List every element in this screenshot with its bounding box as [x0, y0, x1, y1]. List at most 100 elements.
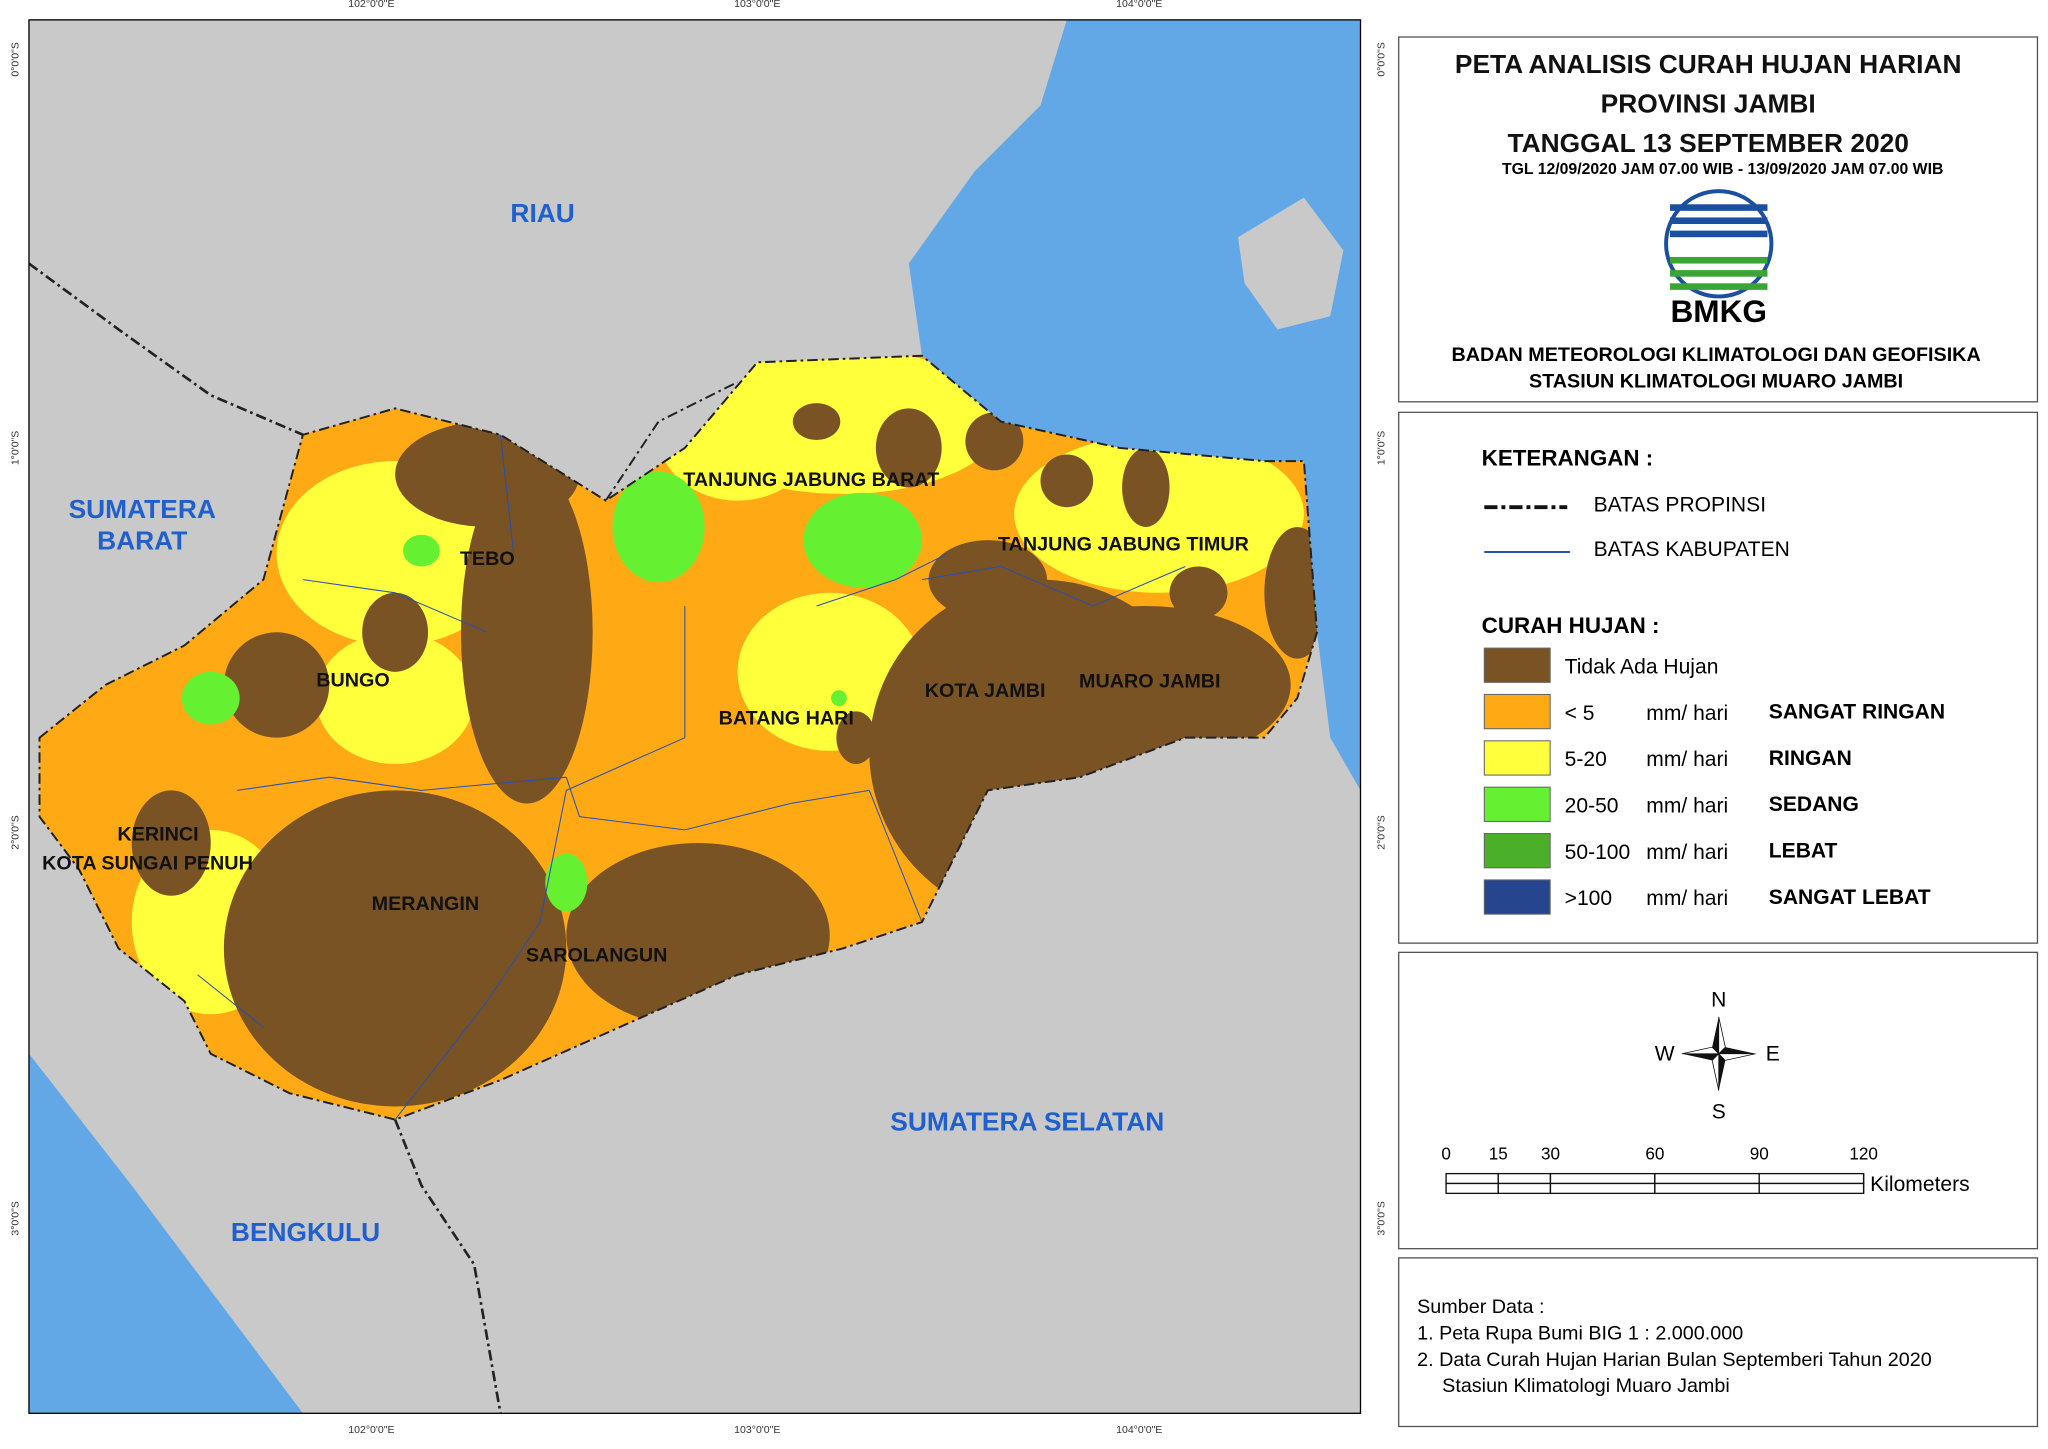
- scale-tick-label: 90: [1750, 1145, 1769, 1164]
- sources-heading: Sumber Data :: [1417, 1296, 1544, 1318]
- logo-stripe: [1670, 283, 1768, 290]
- scale-segment: [1445, 1172, 1499, 1185]
- district-label: TANJUNG JABUNG TIMUR: [998, 534, 1249, 556]
- legend-heading: CURAH HUJAN :: [1482, 613, 1660, 638]
- title: TANGGAL 13 SEPTEMBER 2020: [1508, 128, 1909, 158]
- legend-swatch: [1483, 833, 1551, 869]
- scale-tick-label: 60: [1645, 1145, 1664, 1164]
- zone: [836, 711, 876, 765]
- zone: [460, 461, 593, 804]
- province-boundary: [605, 381, 738, 502]
- scale-segment: [1654, 1182, 1760, 1195]
- compass-s: S: [1712, 1101, 1726, 1124]
- legend-swatch: [1483, 693, 1551, 730]
- legend-swatch: [1483, 786, 1551, 822]
- province-boundary: [28, 262, 304, 436]
- legend-range: >100: [1565, 887, 1612, 910]
- zone: [545, 853, 588, 912]
- scale-tick-label: 120: [1849, 1145, 1878, 1164]
- district-label: TANJUNG JABUNG BARAT: [683, 469, 939, 491]
- longitude-label: 103°0'0"E: [734, 0, 780, 10]
- legend-unit: mm/ hari: [1646, 841, 1728, 864]
- scale-tick-label: 15: [1489, 1145, 1508, 1164]
- zone: [1169, 566, 1228, 620]
- legend-range: Tidak Ada Hujan: [1565, 655, 1719, 678]
- zone: [131, 790, 211, 896]
- logo-stripe: [1670, 256, 1768, 264]
- zone: [316, 632, 475, 765]
- district-label: KOTA JAMBI: [925, 680, 1046, 702]
- zone: [803, 492, 922, 588]
- sea: [28, 1053, 303, 1414]
- source-item: 1. Peta Rupa Bumi BIG 1 : 2.000.000: [1417, 1323, 1743, 1345]
- district-boundary: [868, 790, 923, 923]
- subtitle: TGL 12/09/2020 JAM 07.00 WIB - 13/09/202…: [1502, 161, 1943, 178]
- title: PETA ANALISIS CURAH HUJAN HARIAN: [1455, 49, 1962, 79]
- zone: [792, 403, 841, 441]
- zone: [403, 534, 440, 567]
- district-boundary: [197, 974, 264, 1028]
- district-label: KOTA SUNGAI PENUH: [42, 852, 253, 874]
- logo-text: BMKG: [1670, 293, 1767, 329]
- legend-unit: mm/ hari: [1646, 702, 1728, 725]
- legend-category: SEDANG: [1769, 793, 1859, 816]
- logo-stripe: [1670, 270, 1768, 277]
- legend-unit: mm/ hari: [1646, 748, 1728, 771]
- source-item: 2. Data Curah Hujan Harian Bulan Septemb…: [1417, 1349, 1932, 1371]
- rainfall-zones: [39, 355, 1318, 1120]
- legend-swatch: [1483, 879, 1551, 915]
- zone: [928, 540, 1048, 620]
- zone: [362, 592, 429, 672]
- legend-label: BATAS KABUPATEN: [1594, 538, 1790, 561]
- latitude-label: 1°0'0"S: [10, 431, 22, 466]
- compass-n: N: [1711, 989, 1726, 1012]
- legend-unit: mm/ hari: [1646, 795, 1728, 818]
- latitude-label: 2°0'0"S: [1375, 815, 1387, 850]
- district-boundary: [816, 552, 949, 607]
- province-label: SUMATERA SELATAN: [890, 1107, 1164, 1137]
- legend-category: SANGAT LEBAT: [1769, 886, 1931, 909]
- zone: [223, 632, 330, 738]
- longitude-label: 104°0'0"E: [1116, 1424, 1162, 1436]
- latitude-label: 3°0'0"S: [10, 1201, 22, 1236]
- legend-range: 50-100: [1565, 841, 1631, 864]
- zone: [1122, 447, 1170, 527]
- district-label: BUNGO: [316, 669, 390, 691]
- legend-unit: mm/ hari: [1646, 887, 1728, 910]
- province-label: RIAU: [510, 198, 574, 228]
- zone: [875, 408, 942, 488]
- zone: [1000, 605, 1291, 765]
- latitude-label: 0°0'0"S: [10, 42, 22, 77]
- zone: [831, 690, 847, 707]
- map-frame: [28, 19, 1362, 1414]
- legend-category: LEBAT: [1769, 840, 1838, 863]
- district-label: KERINCI: [117, 823, 198, 845]
- zone: [181, 671, 240, 725]
- agency: STASIUN KLIMATOLOGI MUARO JAMBI: [1529, 370, 1903, 392]
- longitude-label: 104°0'0"E: [1116, 0, 1162, 10]
- compass: [1681, 1016, 1756, 1091]
- province-label: BENGKULU: [231, 1217, 380, 1247]
- zone: [965, 412, 1024, 471]
- province-boundary: [393, 1119, 502, 1414]
- zone: [612, 471, 705, 583]
- legend-category: SANGAT RINGAN: [1769, 700, 1945, 723]
- title: PROVINSI JAMBI: [1601, 88, 1816, 118]
- latitude-label: 2°0'0"S: [10, 815, 22, 850]
- scale-segment: [1497, 1182, 1552, 1195]
- district-label: BATANG HARI: [719, 707, 854, 729]
- district-boundary: [565, 777, 870, 831]
- district-boundary: [921, 565, 1186, 607]
- logo-stripe: [1670, 217, 1768, 225]
- district-boundary: [302, 579, 488, 633]
- scale-segment: [1758, 1172, 1865, 1185]
- scale-segment: [1445, 1182, 1499, 1195]
- longitude-label: 103°0'0"E: [734, 1424, 780, 1436]
- legend-range: < 5: [1565, 702, 1595, 725]
- province-label: SUMATERA: [69, 494, 216, 524]
- compass-e: E: [1766, 1043, 1780, 1066]
- province-label: BARAT: [97, 526, 187, 556]
